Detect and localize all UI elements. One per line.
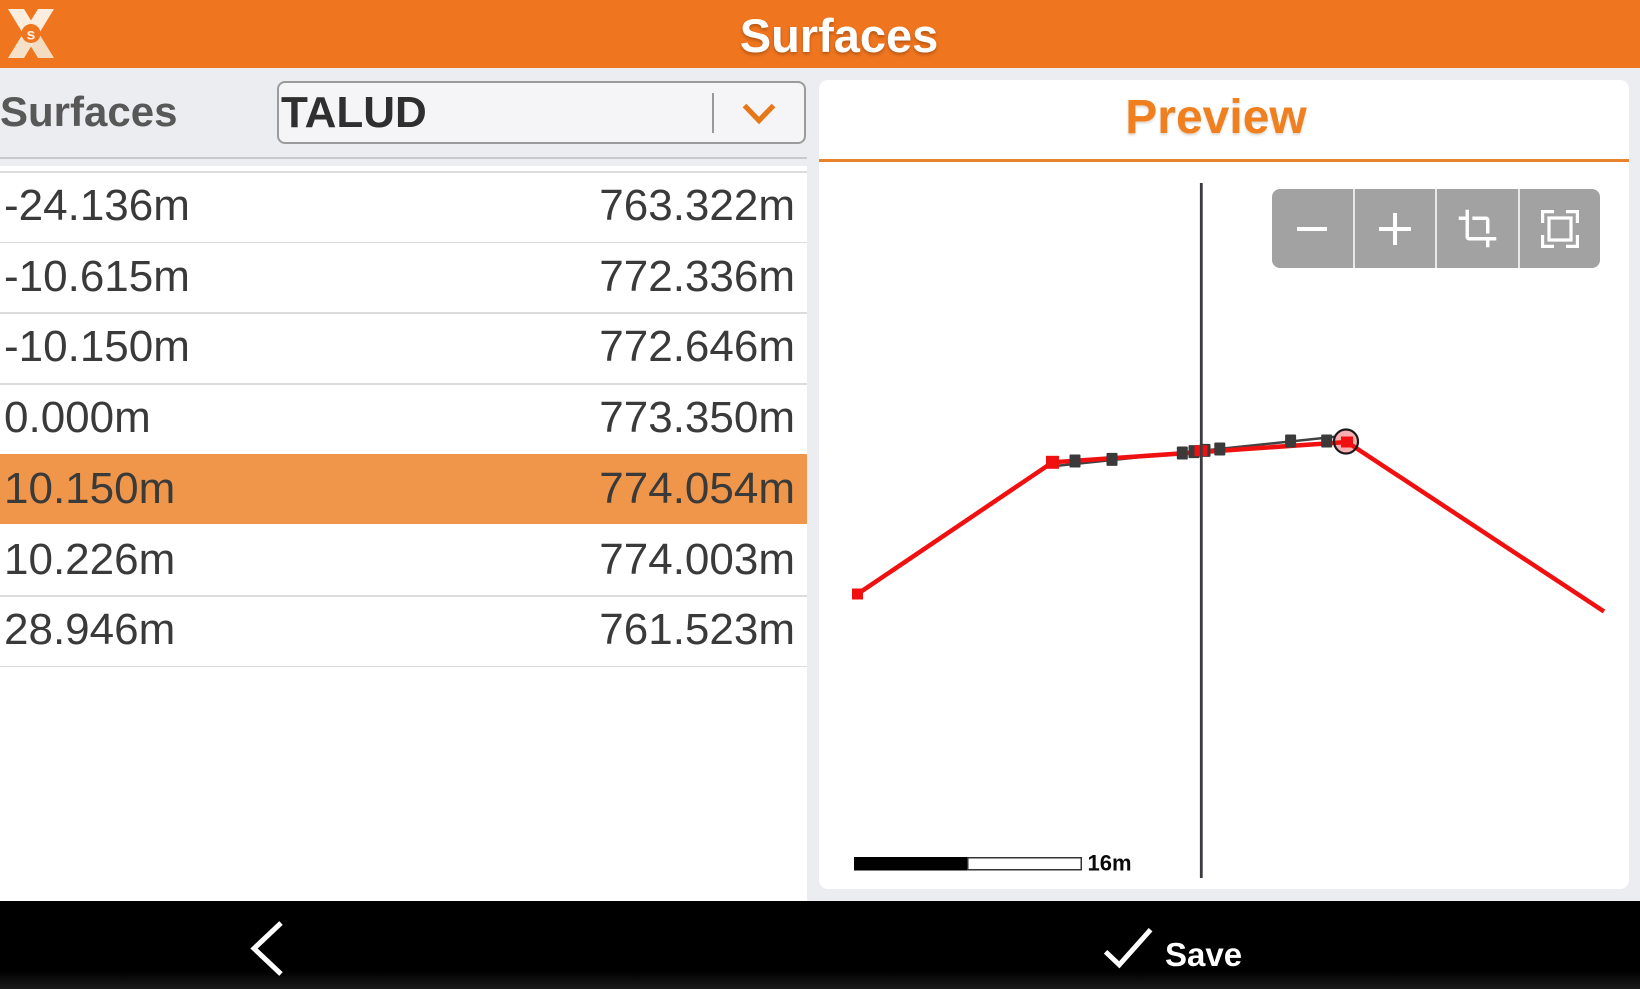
svg-text:16m: 16m (1088, 851, 1132, 876)
svg-text:s: s (27, 27, 36, 44)
